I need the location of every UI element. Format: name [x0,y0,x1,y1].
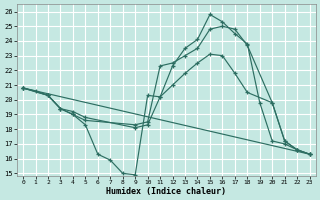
X-axis label: Humidex (Indice chaleur): Humidex (Indice chaleur) [106,187,226,196]
